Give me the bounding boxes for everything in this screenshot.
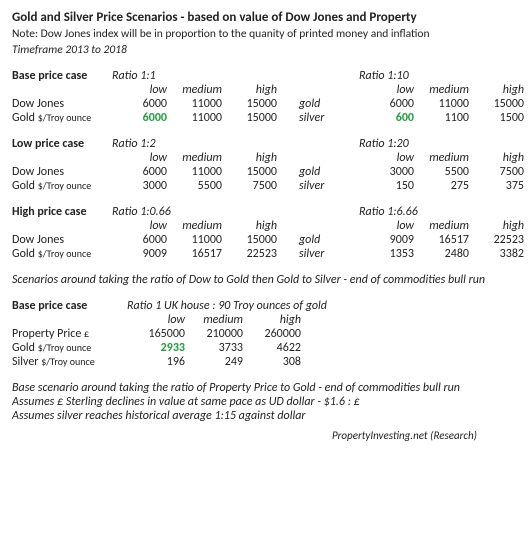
row-gold: Gold $/Troy ounce <box>12 179 112 193</box>
row-property: Property Price £ <box>12 327 127 341</box>
cell: 11000 <box>414 97 469 111</box>
cell: 1100 <box>414 111 469 125</box>
case-title: Low price case <box>12 137 112 151</box>
col-high: high <box>222 83 277 97</box>
case-title: Base price case <box>12 299 127 313</box>
footer-note-3: Assumes silver reaches historical averag… <box>12 409 517 423</box>
ratio-right: Ratio 1:10 <box>359 69 524 83</box>
ratio-right: Ratio 1:6.66 <box>359 205 524 219</box>
note-line: Note: Dow Jones index will be in proport… <box>12 27 517 41</box>
col-low: low <box>359 83 414 97</box>
source-credit: PropertyInvesting.net (Research) <box>12 429 517 442</box>
row-dow: Dow Jones <box>12 165 112 179</box>
cell: 11000 <box>167 111 222 125</box>
ratio-right: Ratio 1:20 <box>359 137 524 151</box>
base-price-block: Base price case Ratio 1:1 Ratio 1:10 low… <box>12 69 517 125</box>
cell: 15000 <box>222 111 277 125</box>
row-gold: Gold $/Troy ounce <box>12 247 112 261</box>
row-dow: Dow Jones <box>12 97 112 111</box>
cell: 6000 <box>112 97 167 111</box>
cell: 1500 <box>469 111 524 125</box>
ratio-left: Ratio 1:2 <box>112 137 277 151</box>
property-ratio: Ratio 1 UK house : 90 Troy ounces of gol… <box>127 299 327 313</box>
case-title: Base price case <box>12 69 112 83</box>
row-gold: gold <box>299 97 359 111</box>
footer-note-1: Base scenario around taking the ratio of… <box>12 381 517 395</box>
row-silver: silver <box>299 111 359 125</box>
cell: 6000 <box>359 97 414 111</box>
col-low: low <box>112 83 167 97</box>
ratio-left: Ratio 1:0.66 <box>112 205 277 219</box>
cell-highlight: 2933 <box>127 341 185 355</box>
property-block: Base price case Ratio 1 UK house : 90 Tr… <box>12 299 517 369</box>
timeframe: Timeframe 2013 to 2018 <box>12 43 517 57</box>
row-gold: Gold $/Troy ounce <box>12 111 112 125</box>
cell: 15000 <box>222 97 277 111</box>
row-silver: Silver $/Troy ounce <box>12 355 127 369</box>
row-dow: Dow Jones <box>12 233 112 247</box>
row-gold: Gold $/Troy ounce <box>12 341 127 355</box>
mid-note: Scenarios around taking the ratio of Dow… <box>12 273 517 287</box>
cell-highlight: 600 <box>359 111 414 125</box>
col-medium: medium <box>167 83 222 97</box>
col-high: high <box>469 83 524 97</box>
case-title: High price case <box>12 205 112 219</box>
cell-highlight: 6000 <box>112 111 167 125</box>
page-title: Gold and Silver Price Scenarios - based … <box>12 10 517 25</box>
ratio-left: Ratio 1:1 <box>112 69 277 83</box>
footer-note-2: Assumes £ Sterling declines in value at … <box>12 395 517 409</box>
low-price-block: Low price case Ratio 1:2 Ratio 1:20 low … <box>12 137 517 193</box>
high-price-block: High price case Ratio 1:0.66 Ratio 1:6.6… <box>12 205 517 261</box>
col-medium: medium <box>414 83 469 97</box>
cell: 15000 <box>469 97 524 111</box>
cell: 11000 <box>167 97 222 111</box>
